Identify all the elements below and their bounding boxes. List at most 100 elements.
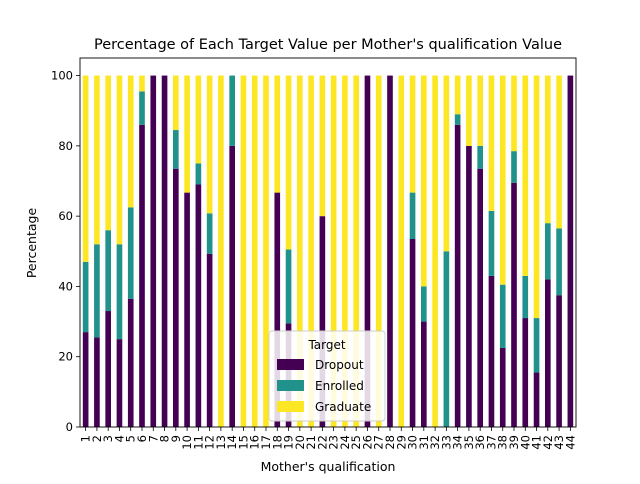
legend: Target Dropout Enrolled Graduate [268, 330, 386, 422]
bar-enrolled-12 [206, 213, 213, 254]
bar-enrolled-38 [499, 284, 506, 348]
bar-enrolled-41 [533, 318, 540, 373]
x-tick-label: 11 [191, 435, 205, 450]
bar-dropout-22 [319, 216, 326, 427]
bar-enrolled-3 [105, 230, 111, 312]
bar-graduate-20 [297, 75, 303, 427]
bar-enrolled-11 [195, 163, 202, 185]
bar-enrolled-33 [443, 251, 450, 427]
bar-enrolled-34 [454, 114, 461, 125]
bar-graduate-3 [105, 75, 111, 231]
bar-enrolled-31 [421, 286, 427, 322]
bar-graduate-11 [195, 75, 202, 164]
bar-graduate-34 [454, 75, 461, 115]
bar-dropout-28 [387, 75, 393, 427]
x-tick-label: 4 [112, 435, 126, 442]
bar-graduate-29 [398, 75, 405, 427]
x-tick-label: 9 [169, 435, 183, 442]
bar-dropout-34 [454, 124, 461, 428]
chart-title: Percentage of Each Target Value per Moth… [94, 37, 562, 53]
bar-graduate-23 [330, 75, 337, 427]
x-axis-ticks: 1234567891011121314151617181920212223242… [79, 427, 577, 450]
y-axis-label: Percentage [24, 208, 39, 279]
x-tick-label: 18 [270, 435, 284, 450]
bar-graduate-39 [511, 75, 517, 152]
bar-graduate-38 [499, 75, 506, 285]
bar-dropout-43 [556, 295, 562, 427]
legend-swatch-dropout [277, 359, 304, 370]
x-tick-label: 24 [338, 435, 352, 450]
bar-graduate-21 [308, 75, 314, 427]
bar-graduate-36 [477, 75, 483, 146]
x-tick-label: 21 [304, 435, 318, 450]
bar-enrolled-5 [127, 207, 134, 299]
bar-enrolled-42 [545, 223, 551, 280]
bar-enrolled-14 [229, 75, 235, 146]
y-tick-label: 20 [58, 350, 73, 364]
x-tick-label: 26 [360, 435, 374, 450]
bar-enrolled-19 [285, 249, 292, 324]
x-tick-label: 35 [462, 435, 476, 450]
x-tick-label: 12 [203, 435, 217, 450]
x-tick-label: 17 [259, 435, 273, 450]
bar-dropout-12 [206, 253, 213, 427]
bar-dropout-37 [488, 275, 495, 427]
x-tick-label: 41 [530, 435, 544, 450]
y-tick-label: 100 [51, 69, 73, 83]
plot-frame [79, 57, 577, 428]
bar-enrolled-40 [522, 275, 529, 319]
bar-graduate-16 [251, 75, 258, 427]
x-axis-label: Mother's qualification [261, 459, 396, 474]
bar-enrolled-30 [409, 192, 416, 239]
bar-graduate-19 [285, 75, 292, 250]
legend-swatch-enrolled [277, 380, 304, 391]
bar-enrolled-37 [488, 210, 495, 276]
bar-enrolled-4 [116, 244, 123, 340]
x-tick-label: 32 [428, 435, 442, 450]
x-tick-label: 16 [248, 435, 262, 450]
bar-dropout-1 [82, 332, 89, 427]
bar-dropout-44 [567, 75, 574, 427]
x-tick-label: 38 [496, 435, 510, 450]
bar-dropout-6 [139, 124, 145, 428]
bar-graduate-41 [533, 75, 540, 319]
legend-label-graduate: Graduate [315, 400, 371, 414]
x-tick-label: 7 [146, 435, 160, 442]
bar-dropout-4 [116, 339, 123, 427]
bar-dropout-30 [409, 238, 416, 427]
x-tick-label: 40 [518, 435, 532, 450]
x-tick-label: 44 [563, 435, 577, 450]
x-tick-label: 29 [394, 435, 408, 450]
x-tick-label: 28 [383, 435, 397, 450]
bar-dropout-9 [173, 168, 179, 427]
bar-dropout-3 [105, 311, 111, 427]
bar-graduate-42 [545, 75, 551, 224]
x-tick-label: 31 [417, 435, 431, 450]
bars-group [82, 75, 574, 428]
bar-graduate-9 [173, 75, 179, 131]
bar-graduate-17 [263, 75, 269, 427]
bar-graduate-37 [488, 75, 495, 211]
x-tick-label: 20 [293, 435, 307, 450]
bar-enrolled-2 [94, 244, 100, 338]
bar-dropout-42 [545, 279, 551, 427]
bar-graduate-35 [466, 75, 472, 146]
bar-dropout-38 [499, 347, 506, 427]
bar-dropout-35 [466, 145, 472, 428]
x-tick-label: 8 [158, 435, 172, 442]
bar-dropout-5 [127, 298, 134, 427]
legend-title: Target [307, 338, 345, 352]
x-tick-label: 43 [552, 435, 566, 450]
x-tick-label: 15 [236, 435, 250, 450]
x-tick-label: 2 [90, 435, 104, 442]
bar-graduate-10 [184, 75, 190, 193]
bar-enrolled-6 [139, 91, 145, 125]
bar-dropout-41 [533, 372, 540, 427]
x-tick-label: 10 [180, 435, 194, 450]
legend-label-dropout: Dropout [315, 358, 364, 372]
y-axis-ticks: 0 20 40 60 80 100 [51, 69, 80, 434]
x-tick-label: 1 [79, 435, 93, 442]
bar-graduate-4 [116, 75, 123, 245]
bar-dropout-7 [150, 75, 157, 427]
x-tick-label: 5 [124, 435, 138, 442]
